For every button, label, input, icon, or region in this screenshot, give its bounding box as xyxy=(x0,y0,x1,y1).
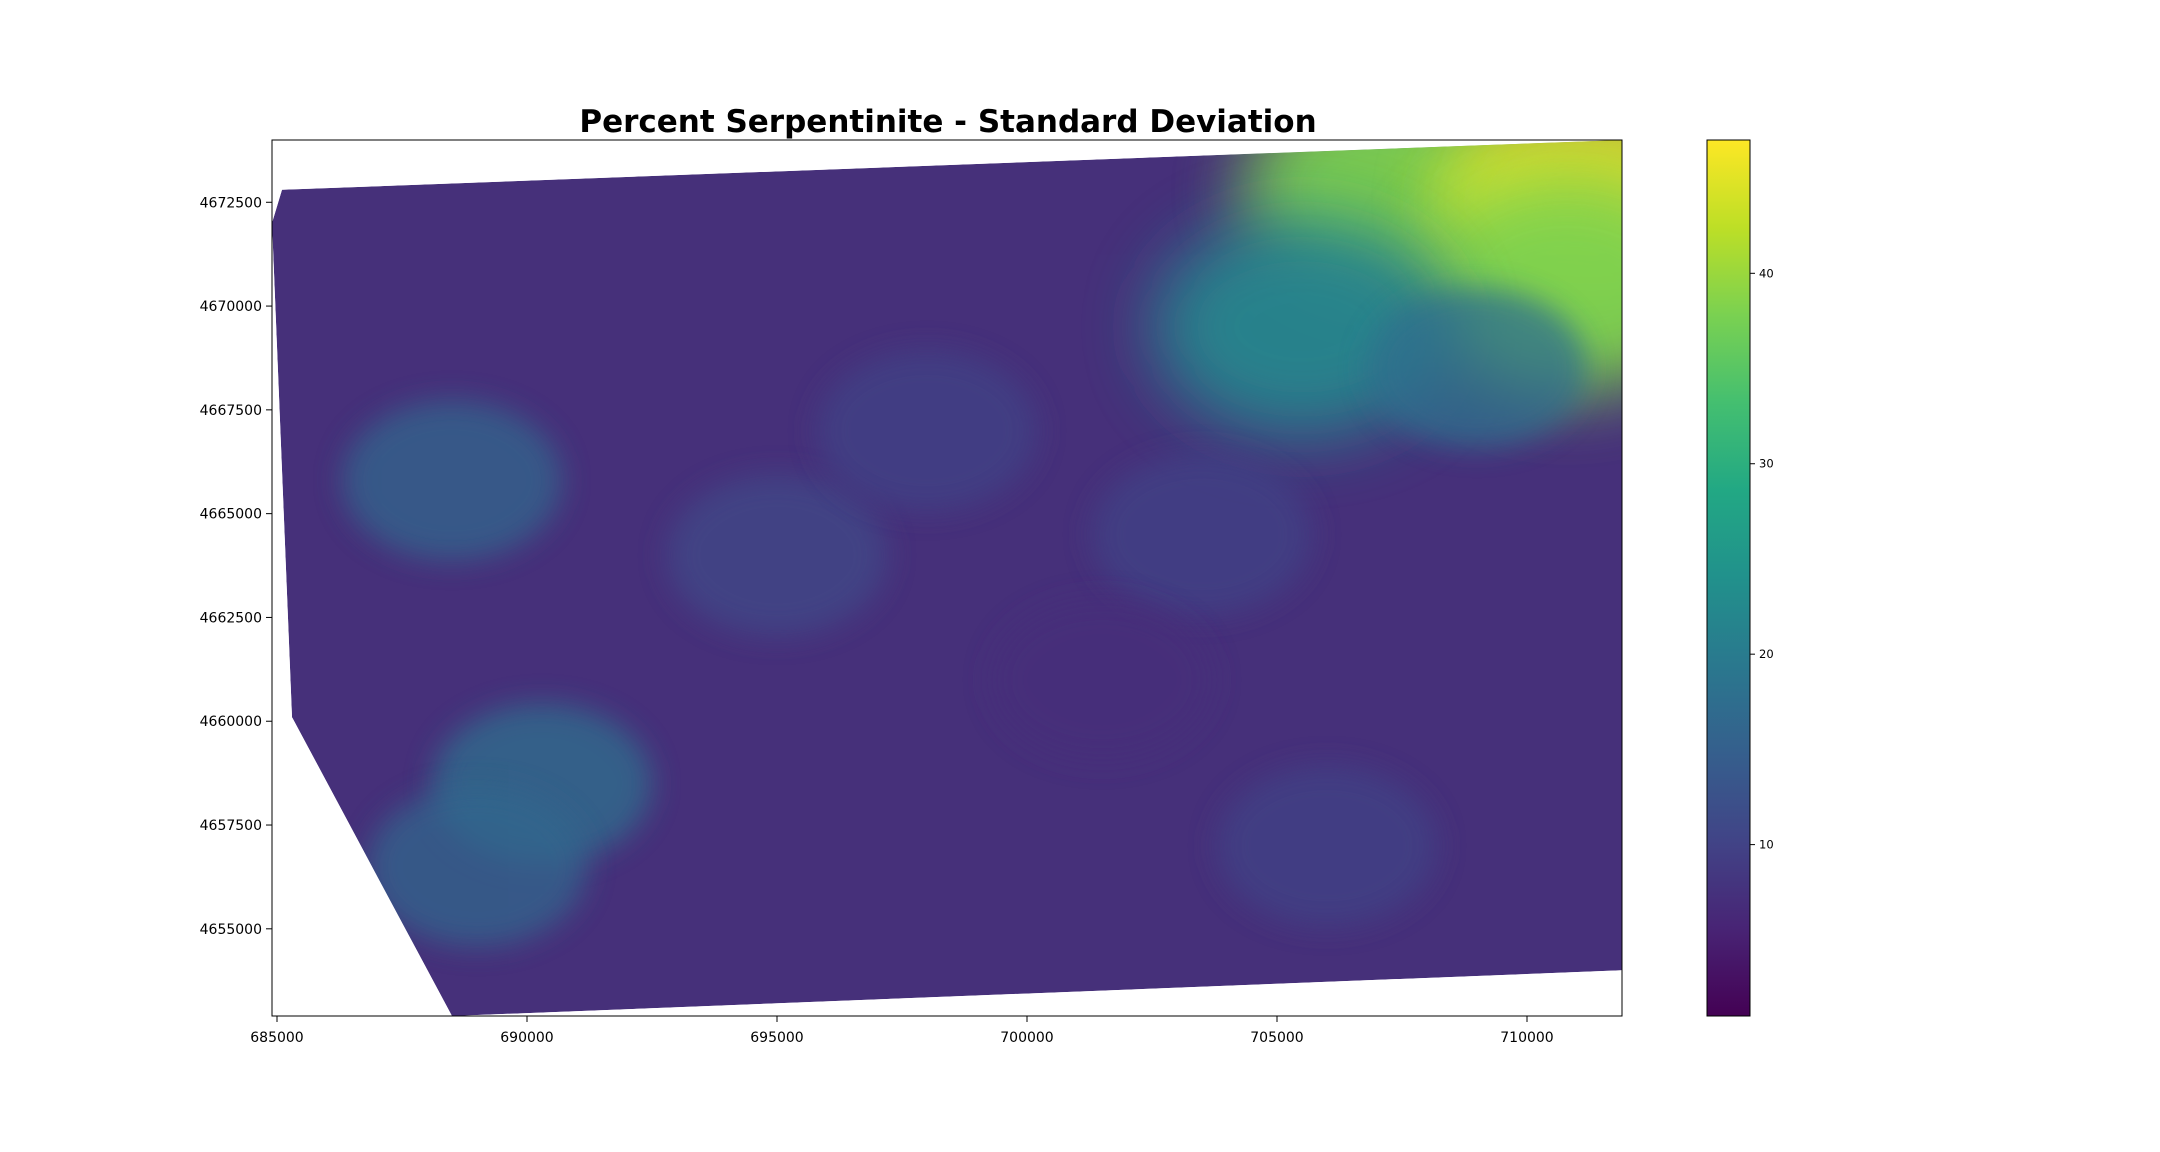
x-tick-label: 700000 xyxy=(1000,1030,1053,1046)
heatmap-hotspot-11 xyxy=(1217,765,1437,926)
x-axis: 685000 690000 695000 700000 705000 710000 xyxy=(250,1016,1554,1046)
y-tick-label: 4655000 xyxy=(200,922,262,938)
y-axis: 4655000 4657500 4660000 4662500 4665000 46675… xyxy=(200,195,272,938)
heatmap-hotspot-7 xyxy=(367,786,587,947)
x-tick-label: 705000 xyxy=(1250,1030,1303,1046)
x-tick-label: 685000 xyxy=(250,1030,303,1046)
heatmap-image xyxy=(272,140,1622,1016)
heatmap-hotspots xyxy=(342,140,1622,947)
x-tick-label: 690000 xyxy=(500,1030,553,1046)
y-tick-label: 4670000 xyxy=(200,299,262,315)
x-tick-label: 695000 xyxy=(750,1030,803,1046)
colorbar-tick-label: 30 xyxy=(1759,457,1774,471)
heatmap-hotspot-8 xyxy=(667,475,887,636)
colorbar-tick-label: 20 xyxy=(1759,647,1774,661)
heatmap-hotspot-4 xyxy=(1367,288,1587,449)
x-tick-label: 710000 xyxy=(1500,1030,1553,1046)
axes-frame xyxy=(271,139,1623,1017)
y-tick-label: 4672500 xyxy=(200,195,262,211)
heatmap-hotspot-5 xyxy=(342,400,562,561)
y-tick-label: 4667500 xyxy=(200,403,262,419)
heatmap-hotspot-12 xyxy=(992,599,1212,760)
colorbar: 10 20 30 40 xyxy=(1706,139,1774,1017)
chart-title: Percent Serpentinite - Standard Deviatio… xyxy=(579,104,1316,140)
colorbar-gradient xyxy=(1706,139,1751,1017)
y-tick-label: 4662500 xyxy=(200,610,262,626)
colorbar-tick-label: 40 xyxy=(1759,266,1774,280)
y-tick-label: 4657500 xyxy=(200,818,262,834)
heatmap-hotspot-10 xyxy=(1092,454,1312,615)
y-tick-label: 4660000 xyxy=(200,714,262,730)
y-tick-label: 4665000 xyxy=(200,507,262,523)
heatmap-hotspot-9 xyxy=(817,350,1037,511)
colorbar-ticks: 10 20 30 40 xyxy=(1750,266,1774,852)
colorbar-tick-label: 10 xyxy=(1759,838,1774,852)
